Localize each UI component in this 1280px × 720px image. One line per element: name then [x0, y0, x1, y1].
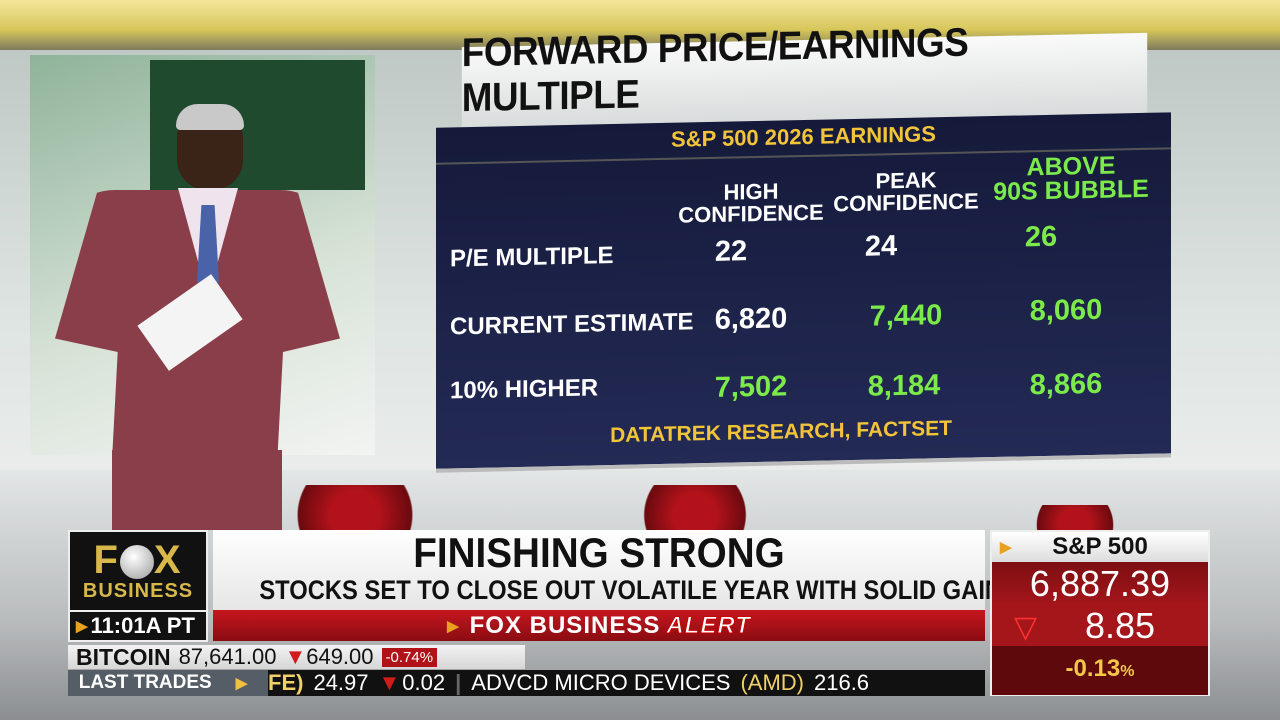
play-triangle-icon: ▶	[1000, 539, 1012, 556]
down-arrow-icon: ▼	[378, 670, 401, 695]
subheadline: STOCKS SET TO CLOSE OUT VOLATILE YEAR WI…	[259, 575, 1018, 605]
cell-value: 24	[864, 230, 898, 263]
headline-box: FINISHING STRONG STOCKS SET TO CLOSE OUT…	[213, 529, 1018, 610]
down-arrow-icon: ▽	[1014, 611, 1038, 644]
clock: ▶ 11:01A PT	[68, 612, 208, 642]
cell-value: 22	[714, 235, 748, 268]
bitcoin-pct: -0.74%	[381, 647, 438, 667]
clock-time: 11:01A PT	[90, 613, 195, 638]
business-alert-bar: ▶ FOX BUSINESS ALERT	[213, 610, 985, 641]
ticker-symbol: FE)	[268, 670, 304, 695]
column-header-peak-confidence: PEAK CONFIDENCE	[833, 167, 979, 217]
ticker-change: 0.02	[402, 670, 446, 695]
cell-value: 26	[1024, 220, 1058, 254]
cell-value: 7,440	[869, 299, 943, 333]
index-pct: -0.13	[1065, 655, 1121, 682]
bitcoin-ticker: BITCOIN 87,641.00 ▼649.00 -0.74%	[68, 643, 525, 670]
last-trades-label: LAST TRADES	[78, 672, 212, 693]
forward-pe-board: FORWARD PRICE/EARNINGS MULTIPLE S&P 500 …	[432, 21, 1177, 476]
last-trades-label-box: LAST TRADES ▶	[68, 670, 268, 696]
cell-value: 8,184	[867, 369, 941, 403]
cell-value: 8,866	[1029, 367, 1103, 402]
cell-value: 8,060	[1029, 293, 1103, 328]
logo-business: BUSINESS	[82, 579, 194, 602]
alert-brand: FOX BUSINESS	[469, 611, 661, 639]
down-arrow-icon: ▼	[284, 644, 307, 669]
ticker-divider: |	[455, 670, 462, 695]
headline: FINISHING STRONG	[413, 529, 785, 576]
ticker-price: 24.97	[313, 670, 369, 695]
play-triangle-icon: ▶	[447, 617, 460, 635]
bitcoin-change: 649.00	[306, 644, 374, 669]
last-trades-ticker: LAST TRADES ▶ FE) 24.97 ▼ 0.02 | ADVCD MI…	[68, 670, 985, 696]
board-panel: S&P 500 2026 EARNINGS HIGH CONFIDENCE PEA…	[436, 112, 1171, 473]
row-label: P/E MULTIPLE	[450, 241, 614, 273]
bitcoin-price: 87,641.00	[178, 644, 277, 669]
bitcoin-label: BITCOIN	[76, 643, 171, 670]
pct-sign: %	[1120, 663, 1135, 680]
ticker-company: ADVCD MICRO DEVICES	[471, 670, 731, 695]
play-triangle-icon: ▶	[235, 675, 248, 692]
row-label: CURRENT ESTIMATE	[450, 308, 694, 341]
column-header-above-90s-bubble: ABOVE 90S BUBBLE	[993, 151, 1149, 207]
cell-value: 7,502	[714, 370, 788, 404]
index-change: 8.85	[1084, 605, 1156, 646]
index-price: 6,887.39	[992, 562, 1208, 606]
alert-label: ALERT	[666, 611, 751, 639]
column-header-high-confidence: HIGH CONFIDENCE	[678, 178, 824, 228]
board-source: DATATREK RESEARCH, FACTSET	[610, 416, 952, 448]
sp500-box: ▶ S&P 500 6,887.39 ▽ 8.85 -0.13%	[990, 530, 1210, 696]
play-triangle-icon: ▶	[76, 618, 88, 635]
ticker-price: 216.6	[813, 670, 870, 695]
board-title: FORWARD PRICE/EARNINGS MULTIPLE	[461, 21, 1148, 128]
row-label: 10% HIGHER	[450, 374, 599, 405]
cell-value: 6,820	[714, 302, 788, 336]
index-name: S&P 500	[1052, 533, 1148, 560]
ticker-symbol: (AMD)	[740, 670, 804, 695]
